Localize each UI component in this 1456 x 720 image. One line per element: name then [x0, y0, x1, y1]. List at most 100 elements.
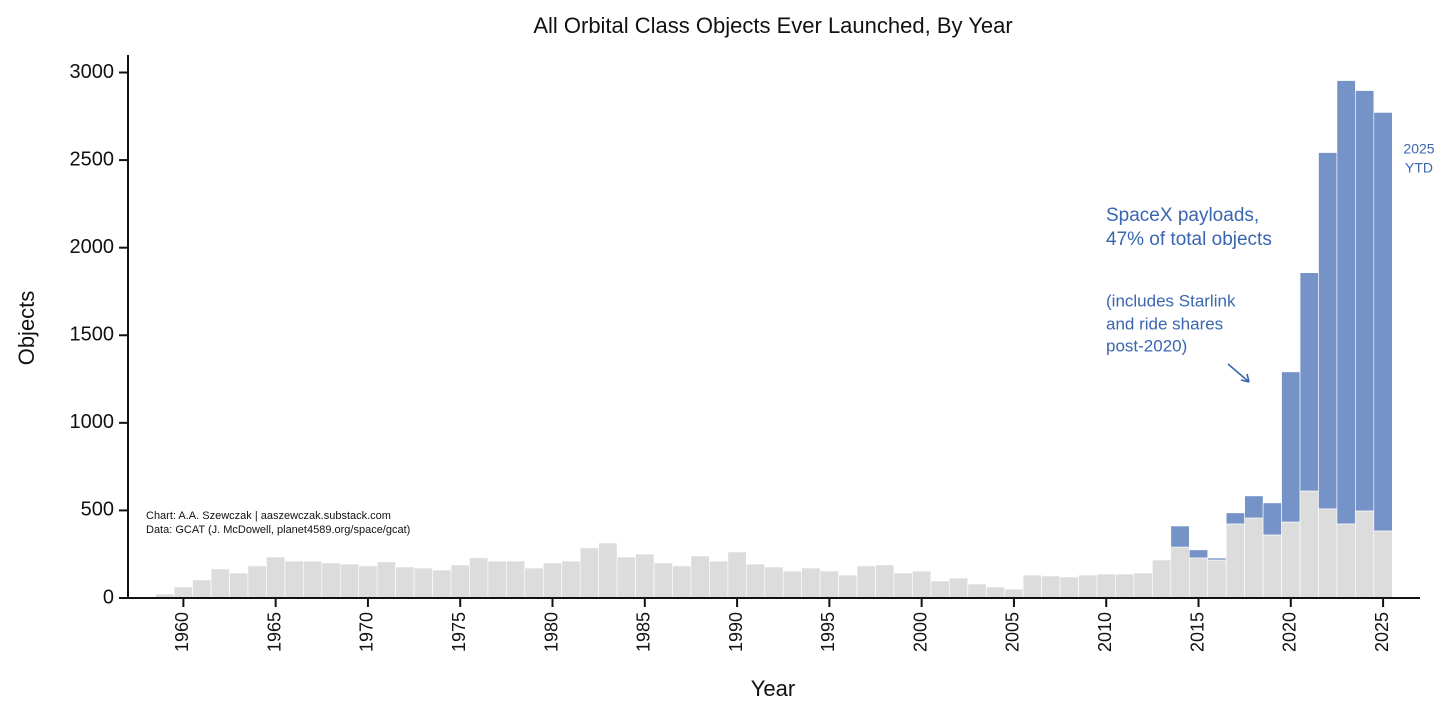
bar-segment: [967, 583, 987, 599]
y-tick-label: 2500: [70, 148, 115, 170]
bar-segment: [376, 561, 396, 599]
bar-segment: [1373, 530, 1393, 599]
bar-segment: [912, 570, 932, 599]
x-tick-label: 2005: [1003, 612, 1023, 652]
bar-segment: [1170, 546, 1190, 599]
bar-segment: [875, 564, 895, 599]
bar-segment: [1207, 559, 1227, 599]
x-tick-label: 1995: [818, 612, 838, 652]
bar-segment: [469, 557, 489, 599]
bar-segment: [1207, 557, 1227, 561]
bar-segment: [653, 562, 673, 599]
bar-segment: [930, 580, 950, 599]
bar-segment: [487, 560, 507, 599]
annotation: (includes Starlink: [1106, 291, 1236, 310]
credit: Chart: A.A. Szewczak | aaszewczak.substa…: [146, 510, 391, 522]
bar-segment: [266, 556, 286, 599]
bar-segment: [819, 570, 839, 599]
bar-segment: [672, 565, 692, 599]
bar-segment: [1318, 152, 1338, 510]
x-tick-label: 1985: [634, 612, 654, 652]
bar-segment: [1299, 490, 1319, 599]
bar-segment: [690, 555, 710, 599]
y-axis-label: Objects: [14, 291, 39, 366]
bar-segment: [1262, 534, 1282, 599]
bar-segment: [542, 562, 563, 599]
bar-segment: [413, 567, 433, 599]
bar-segment: [450, 564, 470, 599]
x-tick-label: 1980: [541, 612, 561, 652]
bar-segment: [746, 563, 766, 599]
chart-title: All Orbital Class Objects Ever Launched,…: [533, 13, 1012, 38]
bar-segment: [801, 567, 821, 599]
credit: Data: GCAT (J. McDowell, planet4589.org/…: [146, 524, 410, 536]
bar-segment: [506, 560, 526, 599]
bar-segment: [1188, 557, 1209, 599]
bar-segment: [210, 568, 230, 599]
bar-segment: [1115, 573, 1135, 599]
bar-segment: [247, 565, 267, 599]
bar-segment: [856, 565, 876, 599]
bar-segment: [339, 563, 360, 599]
bar-segment: [764, 566, 784, 599]
bar-segment: [1078, 574, 1098, 599]
x-axis-label: Year: [751, 676, 795, 701]
bar-segment: [727, 551, 747, 599]
bar-segment: [1355, 510, 1375, 599]
bar-segment: [432, 569, 452, 599]
bar-segment: [1059, 576, 1079, 599]
bar-segment: [173, 586, 193, 599]
bar-segment: [1225, 512, 1245, 525]
bar-segment: [524, 567, 544, 599]
bar-segment: [358, 565, 378, 599]
x-tick-label: 2020: [1280, 612, 1300, 652]
bar-segment: [1318, 508, 1338, 599]
x-tick-label: 1975: [449, 612, 469, 652]
y-tick-label: 1500: [70, 324, 115, 346]
bar-segment: [1244, 517, 1264, 599]
bar-segment: [1096, 573, 1116, 599]
bar-segment: [1170, 525, 1190, 548]
bar-segment: [1281, 371, 1301, 523]
bar-segment: [1022, 574, 1042, 599]
bar-segment: [1336, 523, 1356, 599]
annotation: and ride shares: [1106, 314, 1223, 333]
annotation: 47% of total objects: [1106, 229, 1272, 250]
bar-segment: [1188, 549, 1209, 559]
bar-segment: [1244, 495, 1264, 519]
bar-segment: [1004, 588, 1024, 599]
bar-segment: [782, 570, 802, 599]
arrow: [1227, 363, 1250, 383]
x-tick-label: 1970: [357, 612, 377, 652]
bar-segment: [321, 562, 341, 599]
bar-segment: [709, 560, 729, 599]
x-tick-label: 2015: [1187, 612, 1207, 652]
bar-segment: [1281, 521, 1301, 599]
bar-segment: [1133, 572, 1153, 599]
x-tick-label: 1960: [172, 612, 192, 652]
bar-segment: [192, 579, 212, 599]
bar-segment: [1041, 575, 1061, 599]
x-tick-label: 2010: [1095, 612, 1115, 652]
bar-segment: [985, 586, 1006, 599]
annotation: SpaceX payloads,: [1106, 205, 1259, 226]
bar-segment: [635, 553, 655, 599]
bar-segment: [284, 560, 304, 599]
bar-segment: [598, 542, 618, 599]
x-tick-label: 2000: [910, 612, 930, 652]
bar-segment: [1299, 272, 1319, 492]
bar-segment: [1336, 80, 1356, 525]
annotation: YTD: [1405, 160, 1433, 176]
annotation: post-2020): [1106, 336, 1187, 355]
bar-segment: [303, 560, 323, 599]
bar-segment: [561, 560, 581, 599]
y-tick-label: 500: [81, 499, 114, 521]
y-tick-label: 3000: [70, 61, 115, 83]
bar-segment: [579, 547, 599, 599]
x-tick-label: 2025: [1372, 612, 1392, 652]
y-tick-label: 0: [103, 586, 114, 608]
y-tick-label: 1000: [70, 411, 115, 433]
bar-segment: [1225, 523, 1245, 599]
annotation: 2025: [1403, 141, 1434, 157]
bar-segment: [838, 574, 858, 599]
